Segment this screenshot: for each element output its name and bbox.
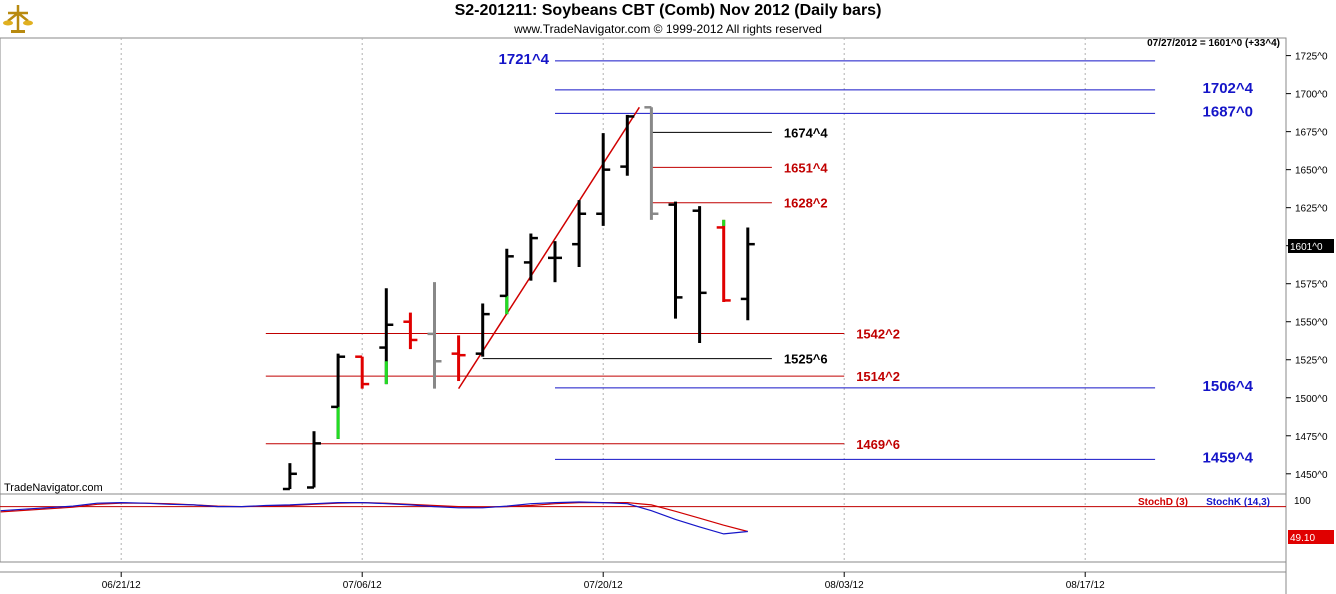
date-tick-label: 08/17/12 [1066,580,1105,591]
level-label: 1628^2 [784,196,828,211]
ohlc-bar [355,355,370,389]
level-label: 1651^4 [784,160,829,175]
level-label: 1542^2 [856,327,900,342]
level-label: 1674^4 [784,125,829,140]
trendline-group [457,106,640,390]
price-axis: 1450^01475^01500^01525^01550^01575^01600… [1286,52,1328,481]
ohlc-bar [740,227,755,321]
level-label: 1721^4 [499,51,550,68]
legend-stochk: StochK (14,3) [1206,497,1270,508]
ohlc-bar [644,106,659,220]
price-tick-label: 1700^0 [1295,90,1328,101]
ohlc-bar [620,114,635,176]
legend-stochd: StochD (3) [1138,497,1188,508]
date-tick-label: 07/06/12 [343,580,382,591]
price-tick-label: 1450^0 [1295,470,1328,481]
price-tick-label: 1575^0 [1295,280,1328,291]
ohlc-bar [331,353,346,439]
level-label: 1702^4 [1203,80,1254,97]
level-label: 1469^6 [856,437,900,452]
level-label: 1506^4 [1203,378,1254,395]
ohlc-bar [572,200,587,267]
date-axis: 06/21/12 07/06/12 07/20/12 08/03/12 08/17/12 [102,572,1105,591]
trade-navigator-logo-icon [2,3,34,35]
ohlc-bar [692,206,707,344]
level-label: 1525^6 [784,352,828,367]
price-tick-label: 1550^0 [1295,318,1328,329]
ohlc-bar [403,312,418,350]
copyright-text: www.TradeNavigator.com © 1999-2012 All r… [514,22,822,36]
date-tick-label: 06/21/12 [102,580,141,591]
stochk-line [0,501,748,535]
price-tick-label: 1675^0 [1295,128,1328,139]
ohlc-bar [475,303,490,357]
price-tick-label: 1650^0 [1295,166,1328,177]
price-bars [282,106,755,491]
ohlc-bar [307,431,321,489]
trendline [457,106,640,390]
price-tick-label: 1500^0 [1295,394,1328,405]
ohlc-bar [451,335,466,382]
stoch-axis-tick-100: 100 [1294,496,1311,507]
last-price-note: 07/27/2012 = 1601^0 (+33^4) [1147,38,1280,49]
price-tick-label: 1725^0 [1295,52,1328,63]
price-tick-label: 1525^0 [1295,356,1328,367]
ohlc-bar [668,201,683,319]
current-price-tag: 1601^0 [1290,242,1323,253]
ohlc-bar [548,241,562,283]
level-label: 1459^4 [1203,449,1254,466]
date-tick-label: 08/03/12 [825,580,864,591]
price-tick-label: 1475^0 [1295,432,1328,443]
ohlc-bar [596,133,611,226]
watermark-text: TradeNavigator.com [4,482,103,494]
stochastic-lines [0,501,1286,535]
price-levels: 1721^4 1702^4 1687^0 1674^4 1651^4 1628^2 1542… [265,51,1254,466]
ohlc-bar [523,233,538,281]
ohlc-bar [716,219,731,302]
stoch-value-tag-bg [1288,530,1334,544]
price-panel [0,37,1287,495]
stochastic-panel [0,493,1287,563]
gridlines [120,38,1086,562]
level-label: 1687^0 [1203,103,1253,120]
date-tick-label: 07/20/12 [584,580,623,591]
ohlc-bar [499,248,514,315]
stoch-value-tag: 49.10 [1290,533,1315,544]
current-price-tag-bg [1288,239,1334,253]
level-label: 1514^2 [856,369,900,384]
ohlc-bar [282,463,297,491]
chart-title: S2-201211: Soybeans CBT (Comb) Nov 2012 … [454,2,882,19]
ohlc-bar [427,282,442,389]
price-tick-label: 1625^0 [1295,204,1328,215]
ohlc-bar [379,288,394,385]
